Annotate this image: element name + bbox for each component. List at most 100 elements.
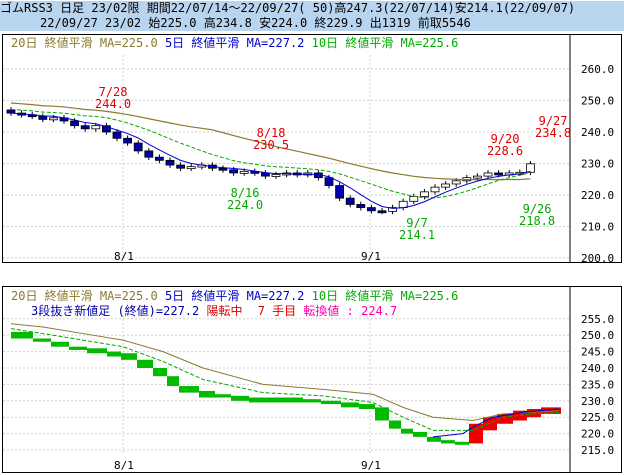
candle (112, 131, 122, 139)
x-tick-label: 8/1 (114, 250, 134, 262)
candle (419, 191, 429, 197)
candle (335, 185, 345, 199)
top-legend: 20日 終値平滑 MA=225.0 5日 終値平滑 MA=227.2 10日 終… (11, 36, 458, 50)
new-price-bar-down (11, 331, 33, 339)
candle (441, 183, 451, 188)
info-count: 7 手目 (257, 304, 297, 318)
new-price-bar-down (427, 436, 441, 442)
candle (526, 163, 535, 173)
candle (260, 172, 270, 177)
new-price-bar-up (513, 410, 527, 421)
ma10-line (10, 328, 560, 431)
new-price-bar-down (401, 428, 413, 434)
bottom-legend: 20日 終値平滑 MA=225.0 5日 終値平滑 MA=227.2 10日 終… (11, 289, 458, 303)
legend-ma5: 5日 終値平滑 MA=227.2 (164, 289, 305, 303)
new-price-bar-down (215, 394, 231, 398)
ma5-line (432, 408, 560, 438)
y-tick-label: 220.0 (581, 189, 614, 202)
candle (388, 207, 398, 212)
y-tick-label: 210.0 (581, 221, 614, 234)
new-price-info: 3段抜き新値足 (終値)=227.2 陽転中 7 手目 転換値 : 224.7 (31, 304, 397, 318)
y-tick-label: 200.0 (581, 252, 614, 262)
new-price-bar-up (527, 409, 541, 418)
y-tick-label: 220.0 (581, 428, 614, 441)
legend-ma20: 20日 終値平滑 MA=225.0 (11, 36, 158, 50)
candle (472, 175, 482, 179)
y-tick-label: 260.0 (581, 63, 614, 76)
new-price-bar-down (231, 395, 249, 401)
candle (80, 125, 90, 130)
new-price-bar-down (199, 390, 215, 398)
x-tick-label: 9/1 (361, 250, 381, 262)
kagi-chart-panel[interactable]: 255.0 250.0 245.0 240.0 235.0 230.0 225.0 220.0… (2, 286, 622, 473)
new-price-bar-down (107, 351, 121, 357)
new-price-bar-down (137, 359, 153, 368)
new-price-bar-up (541, 407, 553, 414)
candlestick-chart: 260.0 250.0 240.0 230.0 220.0 210.0 200.0 8/1 9/… (3, 35, 614, 262)
candle (144, 150, 154, 158)
chart-header-line2: 22/09/27 23/02 始225.0 高234.8 安224.0 終229… (0, 16, 624, 31)
candle (91, 125, 101, 130)
legend-ma20: 20日 終値平滑 MA=225.0 (11, 289, 158, 303)
ma10-line (10, 108, 531, 199)
candle (451, 180, 461, 185)
new-price-bar-up (497, 413, 513, 424)
new-price-bar-down (359, 404, 375, 409)
candle (102, 125, 111, 133)
new-price-bar-down (33, 338, 51, 342)
candle (483, 172, 493, 177)
candle (6, 109, 16, 114)
new-price-bar-down (153, 368, 167, 377)
y-tick-label: 225.0 (581, 411, 614, 424)
annotation-7-28: 7/28 244.0 (95, 85, 132, 111)
y-tick-label: 235.0 (581, 378, 614, 391)
y-tick-label: 250.0 (581, 95, 614, 108)
new-price-bar-down (249, 397, 267, 403)
chart-header-line1: ゴムRSS3 日足 23/02限 期間22/07/14～22/09/27( 50… (0, 1, 624, 16)
legend-ma10: 10日 終値平滑 MA=225.6 (311, 289, 459, 303)
new-price-bar-down (303, 399, 321, 403)
candle (345, 197, 355, 205)
candle (324, 177, 334, 186)
candle (123, 137, 132, 144)
new-price-bar-down (375, 407, 389, 421)
new-price-bar-down (51, 341, 69, 347)
candle (38, 115, 48, 120)
candle (494, 172, 504, 176)
candlestick-chart-panel[interactable]: 260.0 250.0 240.0 230.0 220.0 210.0 200.0 8/1 9/… (2, 34, 622, 263)
new-price-bar-down (179, 386, 199, 393)
new-price-bar-down (441, 440, 455, 444)
ma5-line (10, 112, 531, 209)
annotation-9-27: 9/27 234.8 (535, 114, 572, 140)
x-tick-label: 9/1 (361, 459, 381, 472)
ma20-line (10, 323, 560, 421)
candle (133, 142, 143, 152)
new-price-bar-down (121, 353, 137, 360)
y-tick-label: 230.0 (581, 158, 614, 171)
new-price-chart: 255.0 250.0 245.0 240.0 235.0 230.0 225.0 220.0… (3, 287, 614, 472)
annotation-8-16: 8/16 224.0 (227, 186, 264, 212)
new-price-bar-down (413, 431, 427, 437)
candle (49, 117, 58, 121)
candle (176, 164, 186, 169)
y-tick-label: 215.0 (581, 444, 614, 457)
annotation-8-18: 8/18 230.5 (253, 126, 290, 152)
legend-ma10: 10日 終値平滑 MA=225.6 (311, 36, 459, 50)
info-state: 陽転中 (206, 304, 243, 318)
new-price-bar-down (287, 397, 303, 403)
candle (409, 196, 419, 202)
y-tick-label: 245.0 (581, 346, 614, 359)
new-price-bar-down (87, 348, 107, 354)
new-price-bar-down (69, 346, 87, 350)
annotation-9-7: 9/7 214.1 (399, 216, 436, 242)
candle (366, 207, 376, 212)
new-price-bar-down (341, 402, 359, 408)
y-tick-label: 240.0 (581, 126, 614, 139)
new-price-bar-up (469, 423, 483, 444)
new-price-bar-down (167, 376, 179, 387)
candle (70, 120, 79, 127)
annotation-9-20: 9/20 228.6 (487, 132, 524, 158)
annotation-9-26: 9/26 218.8 (519, 202, 556, 228)
new-price-bar-down (267, 397, 287, 403)
new-price-bar-down (321, 400, 341, 405)
